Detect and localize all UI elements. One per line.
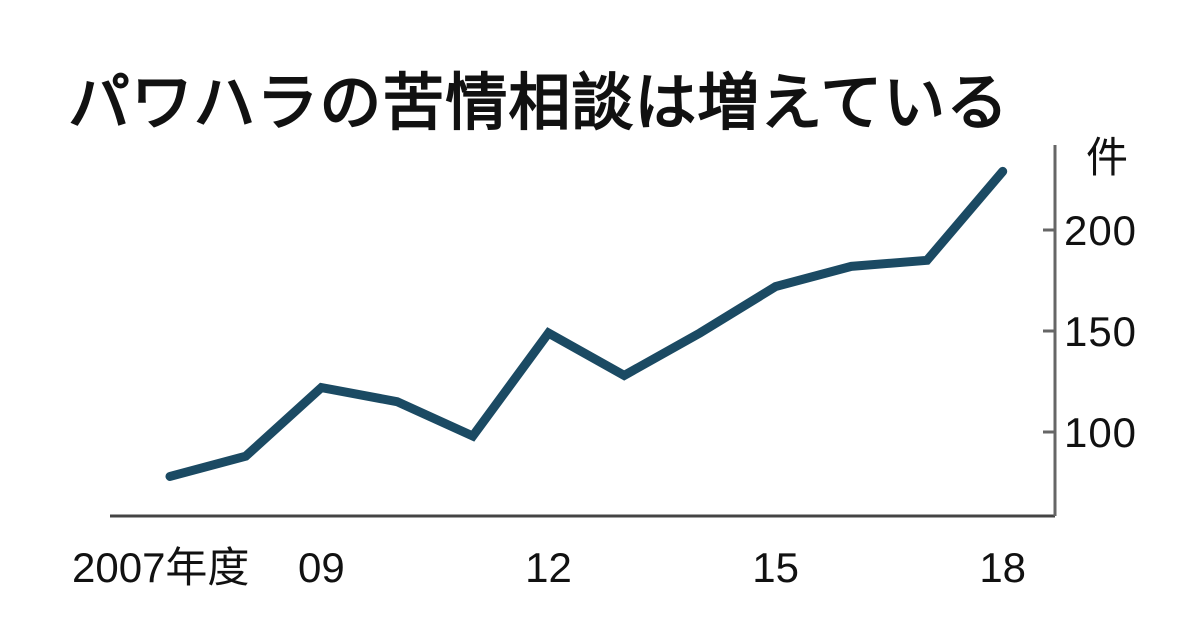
series-line (165, 166, 1008, 481)
y-tick-label: 150 (1064, 308, 1136, 355)
x-tick-label: 18 (979, 544, 1026, 591)
x-tick-label: 2007年度 (72, 544, 249, 591)
x-tick-label: 09 (298, 544, 345, 591)
y-unit-label: 件 (1086, 134, 1128, 181)
x-tick-label: 12 (525, 544, 572, 591)
chart-title: パワハラの苦情相談は増えている (68, 66, 1010, 139)
y-tick-label: 200 (1064, 207, 1136, 254)
x-tick-label: 15 (752, 544, 799, 591)
y-tick-label: 100 (1064, 409, 1136, 456)
